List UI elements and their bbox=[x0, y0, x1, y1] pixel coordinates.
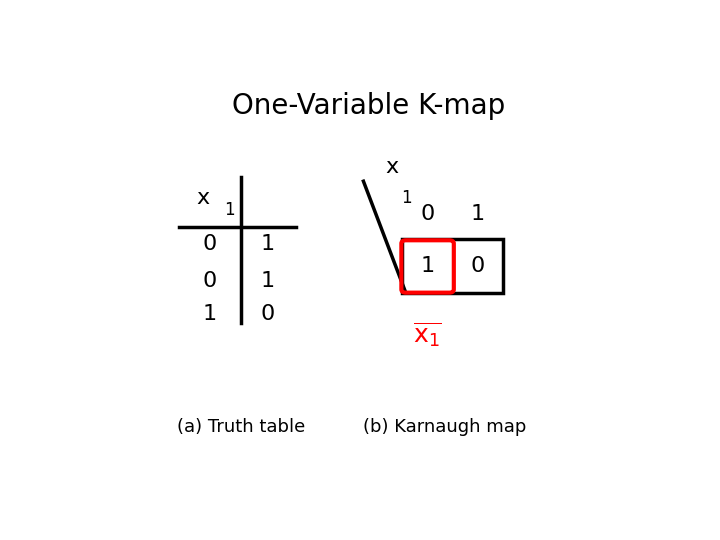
Bar bbox=[402, 239, 503, 293]
Text: x: x bbox=[386, 157, 399, 177]
Text: 1: 1 bbox=[261, 234, 274, 254]
Text: 1: 1 bbox=[203, 304, 217, 325]
Text: 0: 0 bbox=[203, 234, 217, 254]
Text: 1: 1 bbox=[471, 205, 485, 225]
Text: 0: 0 bbox=[203, 271, 217, 291]
Text: (b) Karnaugh map: (b) Karnaugh map bbox=[363, 417, 526, 436]
Text: 1: 1 bbox=[224, 201, 235, 219]
Text: 1: 1 bbox=[401, 188, 412, 207]
Text: $\overline{\mathregular{x}_1}$: $\overline{\mathregular{x}_1}$ bbox=[413, 321, 442, 349]
Text: 1: 1 bbox=[420, 256, 435, 276]
Text: One-Variable K-map: One-Variable K-map bbox=[233, 92, 505, 120]
Text: 0: 0 bbox=[420, 205, 435, 225]
Text: 0: 0 bbox=[471, 256, 485, 276]
Text: x: x bbox=[197, 188, 210, 208]
Text: (a) Truth table: (a) Truth table bbox=[176, 417, 305, 436]
Text: 0: 0 bbox=[261, 304, 274, 325]
Text: 1: 1 bbox=[261, 271, 274, 291]
